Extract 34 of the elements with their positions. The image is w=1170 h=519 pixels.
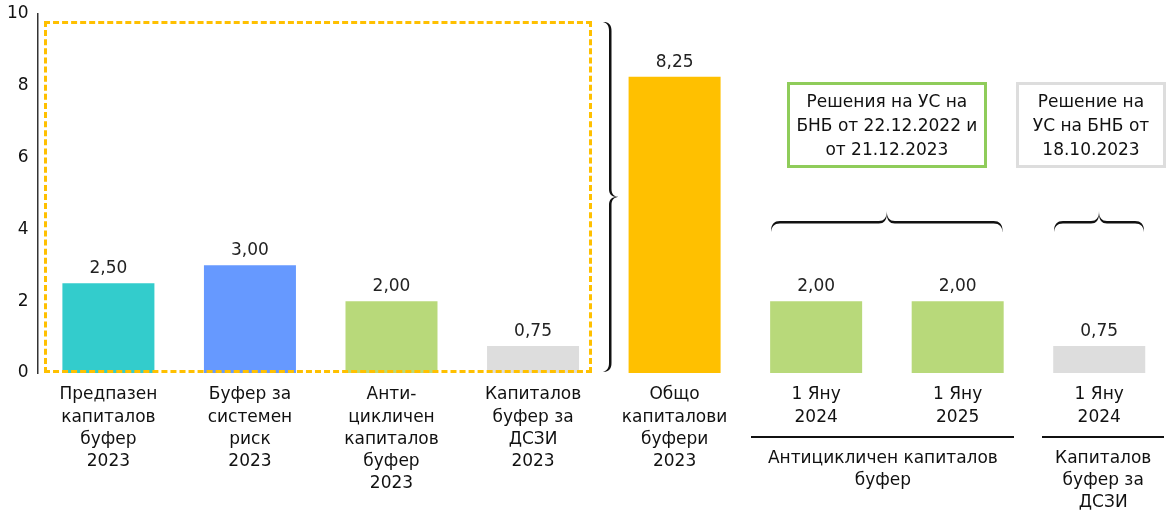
data-label: 0,75: [1080, 320, 1119, 340]
bar: [203, 265, 296, 373]
bar: [1053, 346, 1146, 373]
y-tick-label: 8: [17, 74, 29, 95]
x-tick-label: Предпазен капиталов буфер 2023: [59, 383, 158, 470]
y-tick-label: 10: [6, 2, 29, 23]
y-tick-label: 6: [17, 146, 29, 167]
x-tick-label: 1 Яну 2024: [791, 383, 841, 426]
data-label: 2,00: [372, 275, 411, 296]
x-tick-label: 1 Яну 2025: [933, 383, 983, 426]
bar: [345, 301, 438, 373]
y-tick-label: 2: [17, 289, 29, 310]
data-label: 2,00: [797, 275, 836, 296]
bar: [628, 76, 721, 373]
data-label: 0,75: [514, 320, 552, 340]
bar: [770, 301, 863, 373]
y-tick-label: 4: [17, 217, 29, 238]
data-label: 2,00: [938, 275, 977, 296]
x-tick-label: Анти-цикличен капиталов буфер 2023: [344, 383, 439, 492]
annotation: Решение на УС на БНБ от 18.10.2023: [1016, 82, 1166, 169]
x-tick-label: 1 Яну 2024: [1074, 383, 1124, 426]
data-label: 2,50: [89, 257, 128, 278]
bar: [62, 283, 155, 373]
bar: [911, 301, 1004, 373]
text: Капиталов буфер за ДСЗИ: [1054, 446, 1153, 512]
x-tick-label: Буфер за системен риск 2023: [207, 383, 293, 470]
x-tick-label: Капиталов буфер за ДСЗИ 2023: [484, 383, 582, 470]
bar: [487, 346, 580, 373]
data-label: 3,00: [231, 239, 269, 260]
y-tick-label: 0: [17, 361, 29, 382]
data-label: 8,25: [655, 50, 694, 71]
x-tick-label: Общо капиталови буфери 2023: [621, 383, 728, 470]
text: Антицикличен капиталов буфер: [766, 446, 999, 490]
annotation: Решения на УС на БНБ от 22.12.2022 и от 21.12.2023: [786, 82, 987, 169]
